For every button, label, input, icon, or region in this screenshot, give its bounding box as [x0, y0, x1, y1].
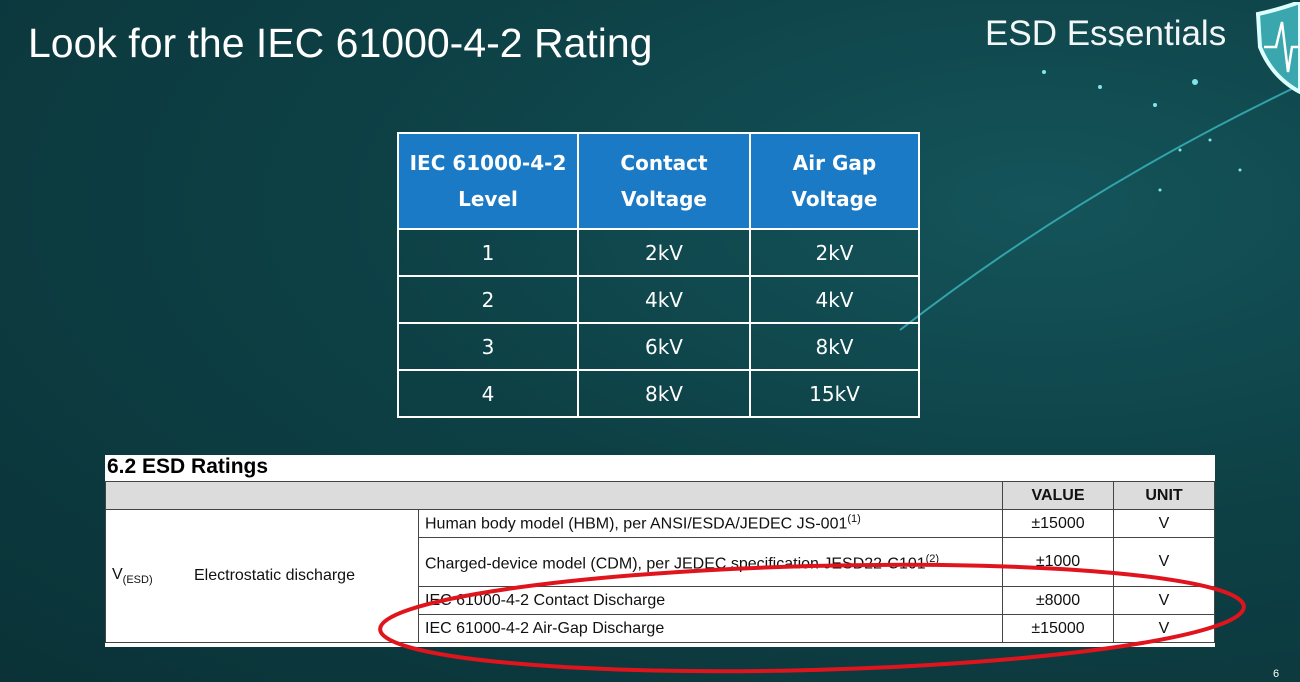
- brand-name: ESD Essentials: [985, 14, 1227, 53]
- cell-airgap: 15kV: [749, 369, 920, 418]
- cell-contact: 8kV: [577, 369, 751, 418]
- symbol: V: [112, 565, 123, 583]
- condition-text: Charged-device model (CDM), per JEDEC sp…: [425, 555, 926, 573]
- cell-contact: 4kV: [577, 275, 751, 324]
- table-row: V(ESD) Electrostatic discharge Human bod…: [105, 509, 1215, 643]
- cell-level: 4: [397, 369, 579, 418]
- iec-levels-table: IEC 61000-4-2 Level Contact Voltage Air …: [397, 132, 920, 418]
- header-airgap: Air Gap Voltage: [749, 132, 920, 230]
- unit-cell: V: [1113, 537, 1215, 587]
- condition-cell: IEC 61000-4-2 Contact Discharge: [418, 586, 1003, 615]
- footnote-ref: (1): [847, 513, 861, 526]
- unit-cell: V: [1113, 614, 1215, 643]
- table-header-row: IEC 61000-4-2 Level Contact Voltage Air …: [397, 132, 920, 230]
- value-cell: ±15000: [1002, 614, 1114, 643]
- slide-title: Look for the IEC 61000-4-2 Rating: [28, 20, 653, 66]
- footnote-ref: (2): [925, 553, 940, 566]
- cell-contact: 6kV: [577, 322, 751, 371]
- cell-airgap: 8kV: [749, 322, 920, 371]
- condition-text: Human body model (HBM), per ANSI/ESDA/JE…: [425, 515, 848, 533]
- cell-level: 2: [397, 275, 579, 324]
- unit-cell: V: [1113, 509, 1215, 538]
- table-row: 4 8kV 15kV: [397, 369, 920, 418]
- header-value: VALUE: [1002, 481, 1114, 510]
- header-blank: [105, 481, 1003, 510]
- header-unit: UNIT: [1113, 481, 1215, 510]
- parameter-cell: Electrostatic discharge: [188, 509, 419, 643]
- symbol-subscript: (ESD): [122, 574, 153, 587]
- section-heading: 6.2 ESD Ratings: [107, 455, 269, 478]
- cell-level: 1: [397, 228, 579, 277]
- table-row: 3 6kV 8kV: [397, 322, 920, 371]
- cell-contact: 2kV: [577, 228, 751, 277]
- table-header-row: VALUE UNIT: [105, 481, 1215, 510]
- symbol-cell: V(ESD): [105, 509, 188, 643]
- unit-cell: V: [1113, 586, 1215, 615]
- condition-cell: Charged-device model (CDM), per JEDEC sp…: [418, 537, 1003, 587]
- cell-level: 3: [397, 322, 579, 371]
- condition-cell: IEC 61000-4-2 Air-Gap Discharge: [418, 614, 1003, 643]
- table-row: 1 2kV 2kV: [397, 228, 920, 277]
- esd-ratings-table: VALUE UNIT V(ESD) Electrostatic discharg…: [105, 481, 1215, 643]
- cell-airgap: 4kV: [749, 275, 920, 324]
- esd-ratings-excerpt: 6.2 ESD Ratings VALUE UNIT V(ESD) Electr…: [105, 455, 1215, 647]
- shield-heartbeat-icon: [1255, 2, 1300, 94]
- page-number: 6: [1273, 668, 1280, 680]
- header-contact: Contact Voltage: [577, 132, 751, 230]
- table-row: 2 4kV 4kV: [397, 275, 920, 324]
- condition-cell: Human body model (HBM), per ANSI/ESDA/JE…: [418, 509, 1003, 538]
- value-cell: ±15000: [1002, 509, 1114, 538]
- value-cell: ±1000: [1002, 537, 1114, 587]
- cell-airgap: 2kV: [749, 228, 920, 277]
- value-cell: ±8000: [1002, 586, 1114, 615]
- header-level: IEC 61000-4-2 Level: [397, 132, 579, 230]
